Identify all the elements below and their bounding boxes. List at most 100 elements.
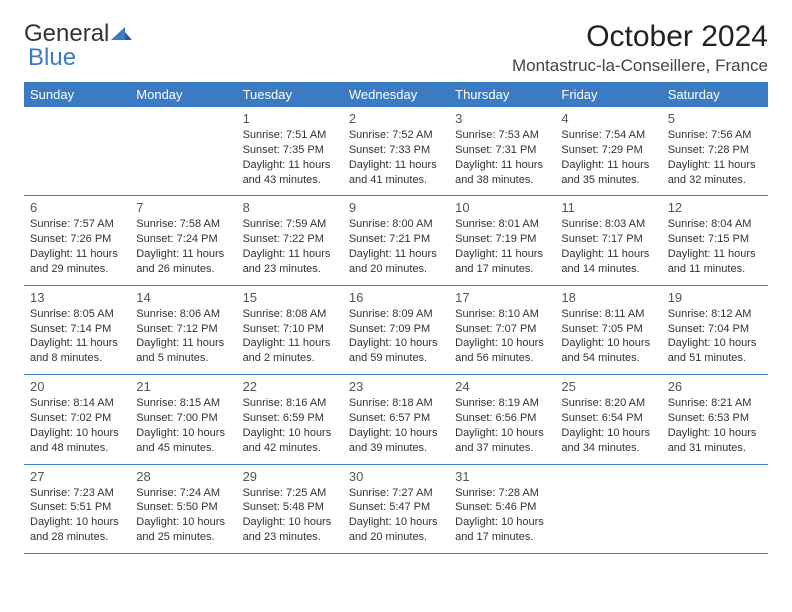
day-cell: 27 Sunrise: 7:23 AMSunset: 5:51 PMDayligh… — [24, 464, 130, 553]
day-header-cell: Friday — [555, 82, 661, 107]
day-number: 13 — [30, 290, 124, 305]
day-number: 6 — [30, 200, 124, 215]
day-number: 28 — [136, 469, 230, 484]
day-number: 30 — [349, 469, 443, 484]
day-info: Sunrise: 8:06 AMSunset: 7:12 PMDaylight:… — [136, 307, 230, 366]
day-cell: 21 Sunrise: 8:15 AMSunset: 7:00 PMDayligh… — [130, 375, 236, 464]
day-header-row: SundayMondayTuesdayWednesdayThursdayFrid… — [24, 82, 768, 107]
day-cell: 11 Sunrise: 8:03 AMSunset: 7:17 PMDayligh… — [555, 196, 661, 285]
day-cell: 24 Sunrise: 8:19 AMSunset: 6:56 PMDayligh… — [449, 375, 555, 464]
calendar-week-row: 20 Sunrise: 8:14 AMSunset: 7:02 PMDayligh… — [24, 375, 768, 464]
day-info: Sunrise: 8:10 AMSunset: 7:07 PMDaylight:… — [455, 307, 549, 366]
day-number: 24 — [455, 379, 549, 394]
calendar-body: 1Sunrise: 7:51 AMSunset: 7:35 PMDaylight… — [24, 107, 768, 553]
empty-day-cell — [555, 464, 661, 553]
day-number: 20 — [30, 379, 124, 394]
day-info: Sunrise: 8:16 AMSunset: 6:59 PMDaylight:… — [243, 396, 337, 455]
day-number: 18 — [561, 290, 655, 305]
day-info: Sunrise: 7:24 AMSunset: 5:50 PMDaylight:… — [136, 486, 230, 545]
title-block: October 2024 Montastruc-la-Conseillere, … — [512, 20, 768, 76]
day-info: Sunrise: 8:21 AMSunset: 6:53 PMDaylight:… — [668, 396, 762, 455]
day-info: Sunrise: 7:27 AMSunset: 5:47 PMDaylight:… — [349, 486, 443, 545]
day-info: Sunrise: 8:18 AMSunset: 6:57 PMDaylight:… — [349, 396, 443, 455]
day-header-cell: Sunday — [24, 82, 130, 107]
day-cell: 7 Sunrise: 7:58 AMSunset: 7:24 PMDaylight… — [130, 196, 236, 285]
calendar-week-row: 1Sunrise: 7:51 AMSunset: 7:35 PMDaylight… — [24, 107, 768, 196]
day-info: Sunrise: 8:05 AMSunset: 7:14 PMDaylight:… — [30, 307, 124, 366]
month-title: October 2024 — [512, 20, 768, 54]
day-number: 14 — [136, 290, 230, 305]
day-info: Sunrise: 7:59 AMSunset: 7:22 PMDaylight:… — [243, 217, 337, 276]
day-info: Sunrise: 7:25 AMSunset: 5:48 PMDaylight:… — [243, 486, 337, 545]
day-cell: 18 Sunrise: 8:11 AMSunset: 7:05 PMDayligh… — [555, 285, 661, 374]
day-cell: 5Sunrise: 7:56 AMSunset: 7:28 PMDaylight… — [662, 107, 768, 196]
day-cell: 13 Sunrise: 8:05 AMSunset: 7:14 PMDayligh… — [24, 285, 130, 374]
day-cell: 25 Sunrise: 8:20 AMSunset: 6:54 PMDayligh… — [555, 375, 661, 464]
day-number: 7 — [136, 200, 230, 215]
day-info: Sunrise: 7:57 AMSunset: 7:26 PMDaylight:… — [30, 217, 124, 276]
day-info: Sunrise: 8:03 AMSunset: 7:17 PMDaylight:… — [561, 217, 655, 276]
day-cell: 15Sunrise: 8:08 AMSunset: 7:10 PMDayligh… — [237, 285, 343, 374]
day-number: 21 — [136, 379, 230, 394]
day-header-cell: Tuesday — [237, 82, 343, 107]
logo-text-blue: Blue — [28, 44, 76, 71]
calendar-week-row: 13 Sunrise: 8:05 AMSunset: 7:14 PMDayligh… — [24, 285, 768, 374]
day-number: 10 — [455, 200, 549, 215]
day-info: Sunrise: 7:58 AMSunset: 7:24 PMDaylight:… — [136, 217, 230, 276]
day-header-cell: Saturday — [662, 82, 768, 107]
day-cell: 19 Sunrise: 8:12 AMSunset: 7:04 PMDayligh… — [662, 285, 768, 374]
day-cell: 6 Sunrise: 7:57 AMSunset: 7:26 PMDaylight… — [24, 196, 130, 285]
header: General October 2024 Montastruc-la-Conse… — [24, 20, 768, 76]
day-number: 11 — [561, 200, 655, 215]
calendar-table: SundayMondayTuesdayWednesdayThursdayFrid… — [24, 82, 768, 554]
day-cell: 20 Sunrise: 8:14 AMSunset: 7:02 PMDayligh… — [24, 375, 130, 464]
day-header-cell: Thursday — [449, 82, 555, 107]
day-cell: 10Sunrise: 8:01 AMSunset: 7:19 PMDayligh… — [449, 196, 555, 285]
empty-day-cell — [662, 464, 768, 553]
day-cell: 26Sunrise: 8:21 AMSunset: 6:53 PMDayligh… — [662, 375, 768, 464]
day-cell: 30 Sunrise: 7:27 AMSunset: 5:47 PMDayligh… — [343, 464, 449, 553]
day-info: Sunrise: 7:53 AMSunset: 7:31 PMDaylight:… — [455, 128, 549, 187]
day-number: 5 — [668, 111, 762, 126]
day-cell: 3Sunrise: 7:53 AMSunset: 7:31 PMDaylight… — [449, 107, 555, 196]
logo-triangle-icon — [111, 20, 133, 48]
day-cell: 29 Sunrise: 7:25 AMSunset: 5:48 PMDayligh… — [237, 464, 343, 553]
day-number: 19 — [668, 290, 762, 305]
day-cell: 31 Sunrise: 7:28 AMSunset: 5:46 PMDayligh… — [449, 464, 555, 553]
day-cell: 23Sunrise: 8:18 AMSunset: 6:57 PMDayligh… — [343, 375, 449, 464]
day-number: 4 — [561, 111, 655, 126]
day-cell: 1Sunrise: 7:51 AMSunset: 7:35 PMDaylight… — [237, 107, 343, 196]
day-cell: 22Sunrise: 8:16 AMSunset: 6:59 PMDayligh… — [237, 375, 343, 464]
day-cell: 4 Sunrise: 7:54 AMSunset: 7:29 PMDaylight… — [555, 107, 661, 196]
day-info: Sunrise: 8:11 AMSunset: 7:05 PMDaylight:… — [561, 307, 655, 366]
day-number: 27 — [30, 469, 124, 484]
day-info: Sunrise: 7:23 AMSunset: 5:51 PMDaylight:… — [30, 486, 124, 545]
day-info: Sunrise: 8:12 AMSunset: 7:04 PMDaylight:… — [668, 307, 762, 366]
day-number: 15 — [243, 290, 337, 305]
day-number: 9 — [349, 200, 443, 215]
day-info: Sunrise: 7:28 AMSunset: 5:46 PMDaylight:… — [455, 486, 549, 545]
empty-day-cell — [24, 107, 130, 196]
day-info: Sunrise: 8:20 AMSunset: 6:54 PMDaylight:… — [561, 396, 655, 455]
day-number: 2 — [349, 111, 443, 126]
day-info: Sunrise: 8:15 AMSunset: 7:00 PMDaylight:… — [136, 396, 230, 455]
day-cell: 2 Sunrise: 7:52 AMSunset: 7:33 PMDaylight… — [343, 107, 449, 196]
day-cell: 16Sunrise: 8:09 AMSunset: 7:09 PMDayligh… — [343, 285, 449, 374]
day-number: 31 — [455, 469, 549, 484]
day-info: Sunrise: 8:00 AMSunset: 7:21 PMDaylight:… — [349, 217, 443, 276]
day-info: Sunrise: 8:19 AMSunset: 6:56 PMDaylight:… — [455, 396, 549, 455]
day-cell: 28 Sunrise: 7:24 AMSunset: 5:50 PMDayligh… — [130, 464, 236, 553]
day-number: 16 — [349, 290, 443, 305]
day-info: Sunrise: 8:14 AMSunset: 7:02 PMDaylight:… — [30, 396, 124, 455]
empty-day-cell — [130, 107, 236, 196]
day-info: Sunrise: 7:54 AMSunset: 7:29 PMDaylight:… — [561, 128, 655, 187]
day-info: Sunrise: 7:51 AMSunset: 7:35 PMDaylight:… — [243, 128, 337, 187]
day-number: 25 — [561, 379, 655, 394]
day-cell: 12Sunrise: 8:04 AMSunset: 7:15 PMDayligh… — [662, 196, 768, 285]
day-number: 29 — [243, 469, 337, 484]
calendar-week-row: 27 Sunrise: 7:23 AMSunset: 5:51 PMDayligh… — [24, 464, 768, 553]
day-number: 17 — [455, 290, 549, 305]
day-header-cell: Wednesday — [343, 82, 449, 107]
day-number: 8 — [243, 200, 337, 215]
day-info: Sunrise: 7:52 AMSunset: 7:33 PMDaylight:… — [349, 128, 443, 187]
